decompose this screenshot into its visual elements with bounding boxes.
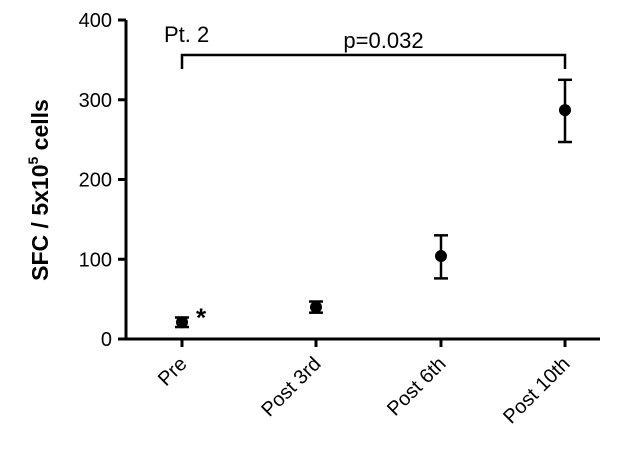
p-value-label: p=0.032 [343,28,423,53]
y-tick-label: 300 [79,90,112,112]
significance-asterisk: * [196,302,207,332]
x-tick-label: Post 3rd [257,353,325,421]
data-point [176,316,188,329]
significance-bracket: p=0.032 [180,28,567,69]
y-tick-label: 400 [79,10,112,32]
y-axis-ticks: 0 100 200 300 400 [79,10,126,351]
data-point-group [558,78,572,144]
y-tick-label: 200 [79,170,112,192]
x-tick-label: Post 10th [499,353,574,428]
data-point [435,250,447,263]
significance-bracket-line [180,53,567,69]
y-tick-label: 100 [79,249,112,271]
y-tick-label: 0 [101,329,112,351]
data-point-group [309,300,323,314]
data-point-group [434,234,448,280]
x-axis-ticks: Pre Post 3rd Post 6th Post 10th [154,339,575,428]
x-tick-label: Post 6th [383,353,450,420]
panel-label: Pt. 2 [164,22,209,47]
data-point [310,301,322,314]
data-point-group [175,316,189,329]
y-axis-label: SFC / 5x105 cells [25,99,53,281]
data-point [559,104,571,117]
x-tick-label: Pre [154,353,192,391]
data-points: * [175,78,572,332]
